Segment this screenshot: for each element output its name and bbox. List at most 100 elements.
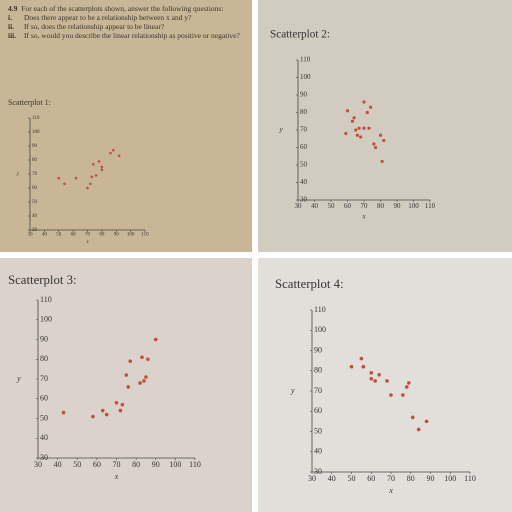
y-tick-label: 110	[314, 305, 326, 314]
y-tick-label: 100	[314, 325, 326, 334]
y-tick-label: 90	[40, 334, 48, 343]
x-tick-label: 110	[141, 233, 149, 238]
item-text: If so, does the relationship appear to b…	[24, 22, 165, 31]
point	[378, 133, 383, 137]
x-tick-label: 100	[408, 202, 419, 210]
point	[365, 110, 369, 115]
x-tick-label: 110	[189, 460, 201, 469]
point	[120, 402, 125, 407]
problem-number: 4.9	[8, 4, 18, 13]
point	[369, 370, 374, 375]
item: iii. If so, would you describe the linear…	[8, 31, 246, 40]
y-tick-label: 50	[300, 161, 308, 169]
x-tick-label: 60	[71, 233, 77, 238]
x-tick-label: 80	[377, 202, 385, 210]
y-tick-label: 110	[40, 295, 52, 304]
point	[352, 116, 356, 120]
x-tick-label: 50	[56, 233, 62, 238]
item: i. Does there appear to be a relationship…	[8, 13, 246, 22]
x-tick-label: 70	[387, 474, 395, 483]
point	[354, 128, 358, 132]
point	[369, 105, 373, 109]
point	[355, 133, 359, 137]
x-tick-label: 100	[127, 233, 135, 238]
y-tick-label: 40	[300, 178, 308, 186]
y-tick-label: 50	[40, 413, 48, 422]
point	[97, 160, 101, 163]
intro-text: For each of the scatterplots shown, answ…	[21, 4, 224, 13]
y-axis-label: y	[290, 386, 295, 395]
point	[359, 356, 364, 361]
x-axis-label: x	[361, 212, 366, 220]
chart-title: Scatterplot 4:	[275, 277, 344, 291]
y-tick-label: 90	[300, 91, 308, 99]
intro: 4.9 For each of the scatterplots shown, a…	[8, 4, 246, 13]
y-tick-label: 80	[32, 158, 38, 163]
point	[416, 427, 421, 432]
y-tick-label: 80	[314, 366, 322, 375]
question: 4.9 For each of the scatterplots shown, a…	[8, 4, 246, 40]
point	[344, 131, 348, 136]
point	[357, 126, 361, 130]
point	[126, 385, 131, 389]
x-tick-label: 40	[311, 202, 319, 210]
x-tick-label: 30	[295, 202, 303, 210]
point	[410, 415, 415, 420]
point	[112, 148, 115, 152]
point	[138, 381, 142, 385]
point	[345, 109, 350, 113]
x-tick-label: 50	[73, 460, 81, 469]
x-tick-label: 60	[367, 474, 375, 483]
y-tick-label: 80	[300, 108, 308, 116]
point	[91, 414, 95, 419]
x-tick-label: 40	[42, 233, 48, 238]
y-tick-label: 30	[314, 467, 322, 476]
x-tick-label: 70	[113, 460, 121, 469]
y-tick-label: 60	[300, 143, 308, 151]
point	[377, 373, 381, 377]
point	[382, 138, 386, 143]
x-tick-label: 50	[348, 474, 356, 483]
y-tick-label: 50	[314, 426, 322, 435]
x-tick-label: 80	[407, 474, 415, 483]
x-tick-label: 50	[328, 202, 336, 210]
point	[142, 379, 146, 383]
x-tick-label: 70	[361, 202, 369, 210]
photo-panel	[258, 0, 512, 252]
y-tick-label: 30	[300, 196, 308, 204]
y-tick-label: 100	[300, 73, 311, 81]
y-tick-label: 40	[40, 433, 48, 442]
point	[350, 119, 355, 123]
point	[61, 410, 66, 415]
item: ii. If so, does the relationship appear t…	[8, 22, 246, 31]
x-tick-label: 30	[28, 233, 34, 238]
y-tick-label: 100	[32, 130, 40, 135]
point	[406, 381, 411, 385]
x-tick-label: 30	[34, 460, 42, 469]
y-tick-label: 70	[300, 126, 308, 134]
y-tick-label: 70	[32, 172, 38, 177]
point	[140, 355, 144, 360]
point	[372, 142, 376, 146]
item-label: i.	[8, 13, 12, 22]
y-tick-label: 90	[32, 144, 38, 149]
x-tick-label: 100	[444, 474, 456, 483]
point	[373, 379, 378, 383]
point	[109, 151, 112, 155]
point	[361, 364, 366, 369]
point	[380, 159, 384, 164]
point	[369, 377, 374, 381]
x-tick-label: 30	[308, 474, 316, 483]
x-tick-label: 80	[132, 460, 140, 469]
item-text: Does there appear to be a relationship b…	[24, 13, 192, 22]
point	[100, 168, 104, 172]
x-tick-label: 80	[99, 233, 105, 238]
x-tick-label: 70	[85, 233, 91, 238]
point	[86, 186, 89, 190]
y-tick-label: 60	[314, 406, 322, 415]
y-tick-label: 80	[40, 354, 48, 363]
point	[153, 337, 158, 342]
x-axis-label: x	[85, 240, 89, 245]
x-tick-label: 110	[464, 474, 476, 483]
